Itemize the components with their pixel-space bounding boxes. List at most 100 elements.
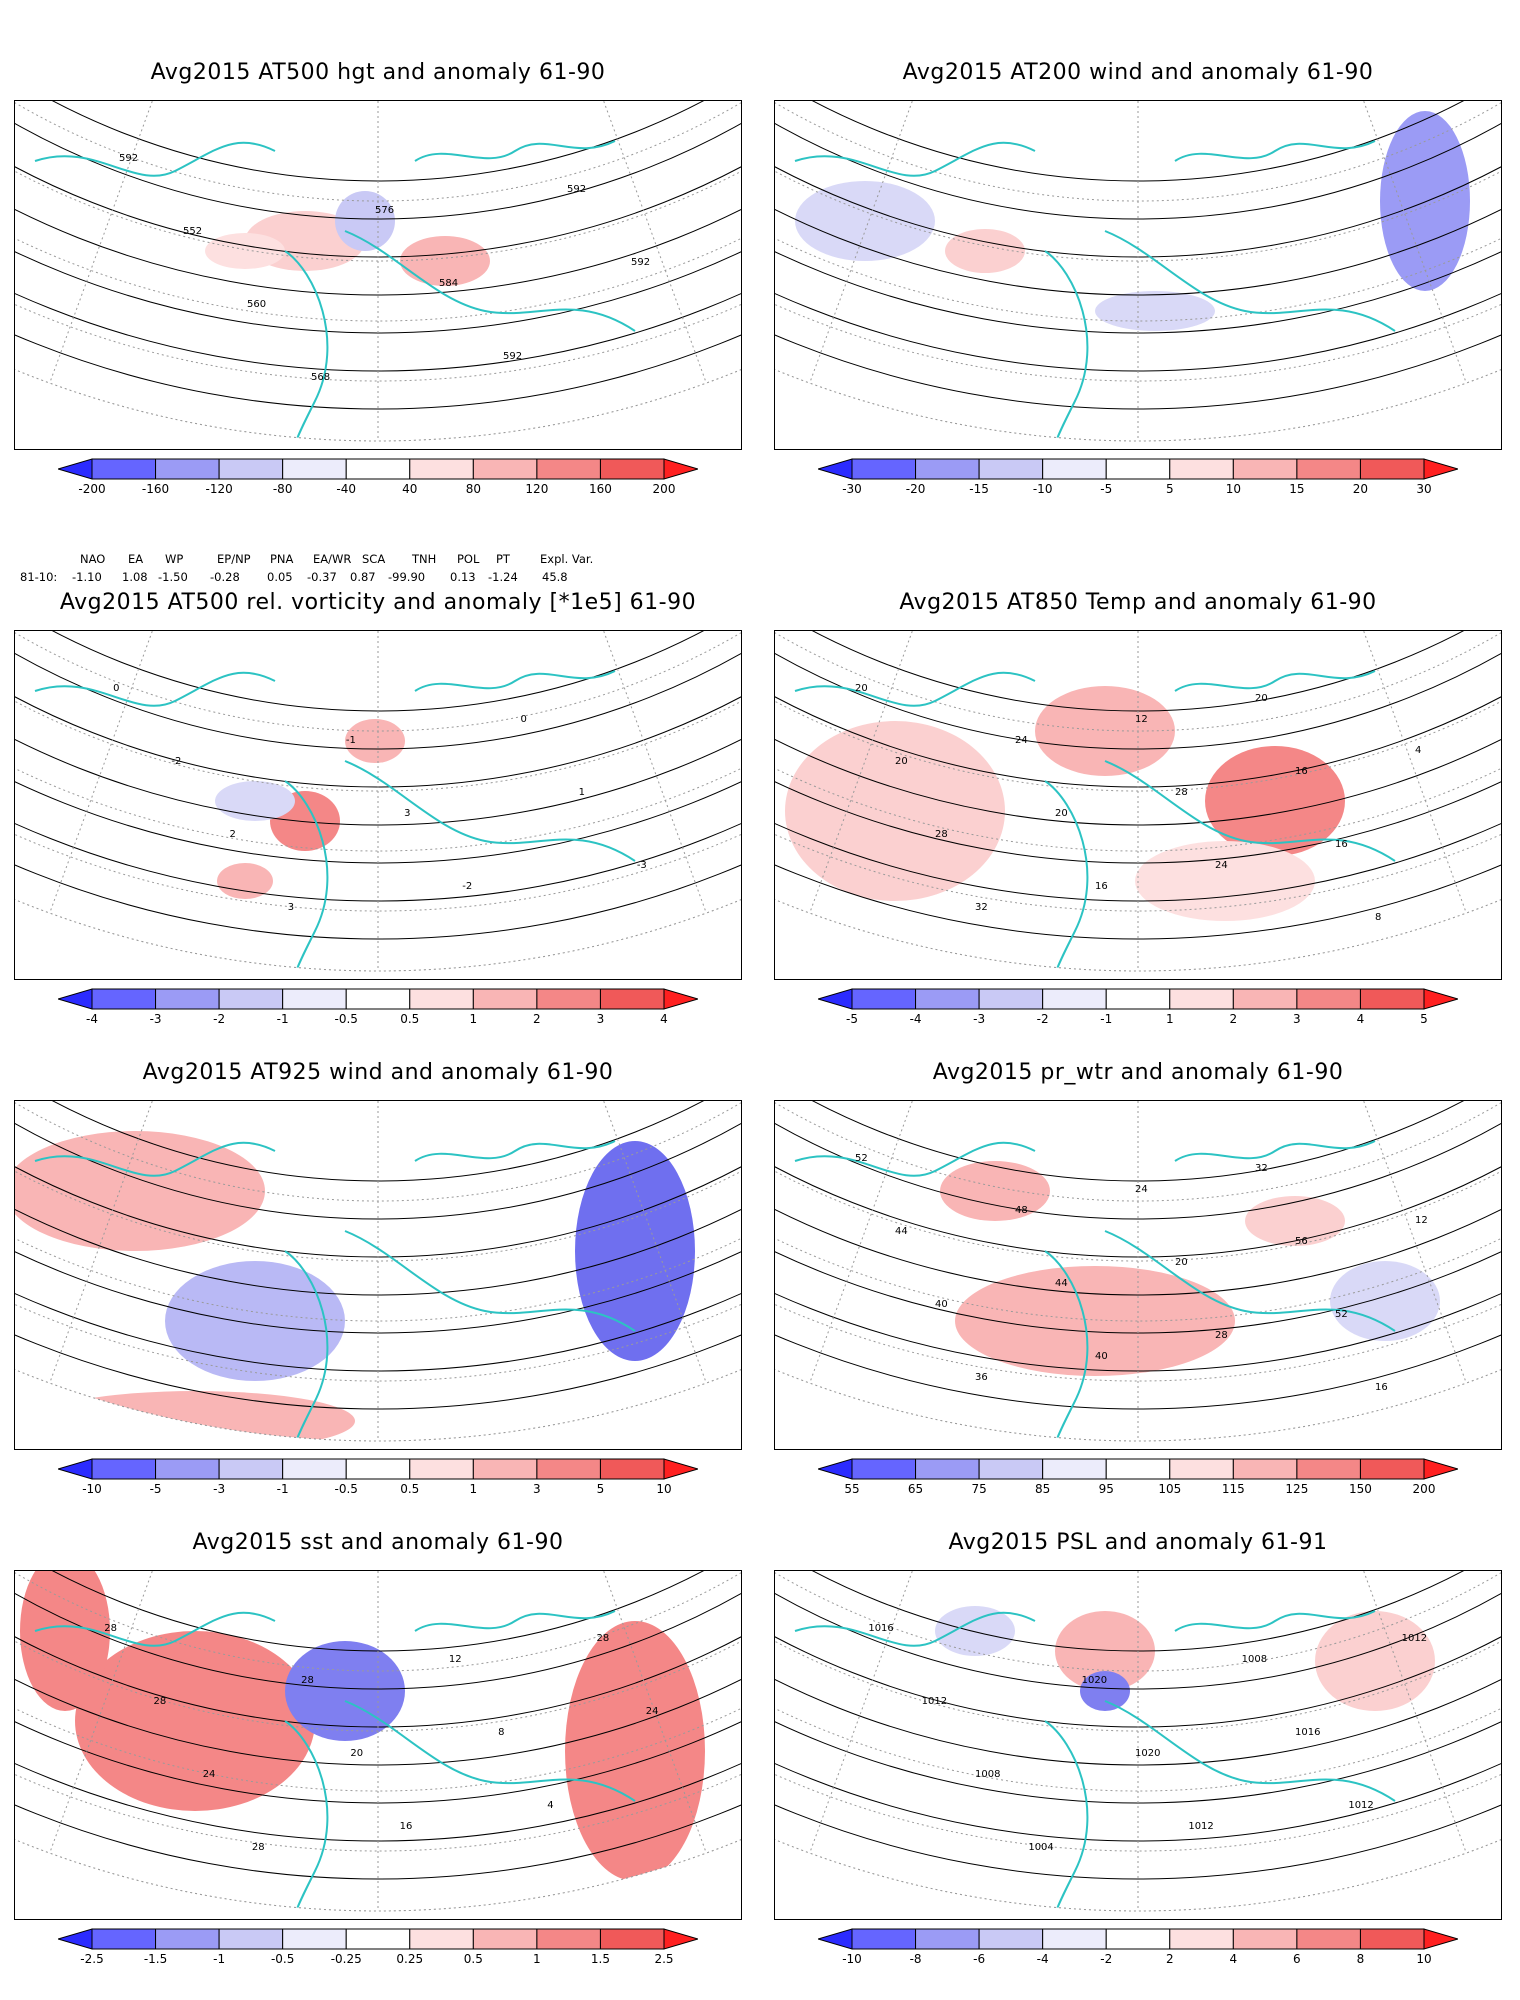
coastline [414, 1140, 616, 1162]
map-svg: 28 28 24 28 28 20 16 12 8 4 28 24 [15, 1571, 741, 1912]
colorbar-segment [915, 988, 980, 1010]
colorbar-tick-label: 200 [1412, 1482, 1436, 1496]
contour-line [775, 1571, 1501, 1690]
anomaly-shading [205, 233, 285, 269]
anomaly-shading [215, 781, 295, 821]
contour-label: 40 [1095, 1351, 1108, 1362]
colorbar-tick-label: 15 [1289, 482, 1305, 496]
colorbar-tick-label: -15 [969, 482, 989, 496]
colorbar-tick-label: 0.5 [463, 1952, 483, 1966]
contour-label: 20 [1255, 693, 1268, 704]
colorbar-tick-label: 3 [596, 1012, 605, 1026]
colorbar-arrow-high [1423, 458, 1460, 480]
contour-label: 1020 [1082, 1675, 1107, 1686]
contour-label: 28 [597, 1633, 610, 1644]
colorbar-svg [56, 1928, 700, 1950]
coastline [414, 140, 616, 162]
contour-label: -3 [637, 860, 647, 871]
panel-title: Avg2015 sst and anomaly 61-90 [192, 1530, 564, 1555]
colorbar-tick-label: -4 [86, 1012, 98, 1026]
colorbar-tick-label: 95 [1098, 1482, 1114, 1496]
colorbar-tick-label: -3 [149, 1012, 162, 1026]
teleconnection-header: WP [165, 552, 184, 566]
contour-label: 28 [301, 1675, 314, 1686]
contour-label: 44 [895, 1226, 908, 1237]
longitude-gridline [377, 631, 741, 778]
colorbar-tick-label: -4 [909, 1012, 922, 1026]
colorbar-segment [218, 988, 284, 1010]
colorbar-arrow-high [663, 1458, 700, 1480]
contour-label: 592 [503, 351, 522, 362]
coastline [284, 250, 329, 441]
colorbar-tick-label: -0.25 [330, 1952, 362, 1966]
colorbar-segment [978, 988, 1044, 1010]
contour-label: 16 [1295, 766, 1308, 777]
contour-line [15, 631, 741, 826]
anomaly-shading [1035, 686, 1175, 776]
contour-line [15, 1101, 741, 1410]
anomaly-shading [1055, 1611, 1155, 1691]
contour-label: 2 [230, 829, 236, 840]
contour-label: 20 [895, 756, 908, 767]
anomaly-shading [1330, 1261, 1440, 1341]
contour-line [775, 1571, 1501, 1880]
colorbar [56, 1458, 700, 1480]
contour-label: 4 [547, 1800, 553, 1811]
colorbar-arrow-high [1423, 988, 1460, 1010]
coastline [794, 671, 1036, 707]
colorbar-segment [536, 1458, 601, 1480]
colorbar-tick-label: -200 [78, 482, 106, 496]
colorbar-segment [1296, 1928, 1361, 1950]
coastline [1174, 140, 1376, 162]
colorbar-tick-label: -4 [1036, 1952, 1049, 1966]
colorbar-tick-label: 125 [1285, 1482, 1309, 1496]
colorbar-segment [599, 1928, 665, 1950]
coastline [414, 1610, 616, 1632]
colorbar-labels: -30 -20 -15 -10 -5 5 10 15 20 30 [818, 482, 1458, 500]
coastline [34, 141, 276, 177]
colorbar-tick-label: -10 [1032, 482, 1053, 496]
teleconnection-header: PT [496, 552, 510, 566]
contour-label: 560 [247, 299, 266, 310]
colorbar-arrow-low [56, 1458, 93, 1480]
colorbar-arrow-low [816, 988, 853, 1010]
contour-line [15, 631, 741, 750]
contour-line [775, 1101, 1501, 1220]
colorbar-segment [599, 1458, 665, 1480]
coastline [1104, 1230, 1396, 1332]
colorbar-segment [472, 458, 538, 480]
colorbar-tick-label: 1 [469, 1482, 478, 1496]
contour-label: 28 [104, 1623, 117, 1634]
colorbar-segment [155, 988, 220, 1010]
coastline [794, 1611, 1036, 1647]
colorbar-svg [816, 1458, 1460, 1480]
colorbar-segment [1105, 458, 1171, 480]
colorbar-segment [155, 1458, 220, 1480]
colorbar-tick-label: 0.5 [400, 1012, 420, 1026]
coastline [1044, 250, 1089, 441]
colorbar [816, 458, 1460, 480]
contour-label: 584 [439, 278, 458, 289]
teleconnection-value: -1.50 [158, 570, 188, 584]
colorbar-tick-label: 6 [1293, 1952, 1301, 1966]
colorbar-svg [56, 458, 700, 480]
colorbar-tick-label: 1 [533, 1952, 541, 1966]
colorbar-segment [1359, 988, 1425, 1010]
teleconnection-header-row: NAO EA WP EP/NP PNA EA/WR SCA TNH POL PT Expl. Var… [20, 552, 720, 570]
colorbar-tick-label: -1 [213, 1952, 226, 1966]
colorbar-segment [282, 458, 347, 480]
colorbar-arrow-low [816, 458, 853, 480]
colorbar-tick-label: 5 [1165, 482, 1174, 496]
contour-label: 0 [520, 714, 526, 725]
contour-label: 576 [375, 205, 394, 216]
teleconnection-value: -0.37 [307, 570, 337, 584]
contour-line [775, 101, 1501, 296]
coastline [34, 671, 276, 707]
coastline [284, 1720, 329, 1911]
contour-label: 568 [311, 372, 330, 383]
map-frame: 28 28 24 28 28 20 16 12 8 4 28 24 [14, 1570, 742, 1920]
contour-line [775, 631, 1501, 826]
coastline [1044, 780, 1089, 971]
colorbar-segment [409, 988, 474, 1010]
contour-label: 24 [1215, 860, 1228, 871]
